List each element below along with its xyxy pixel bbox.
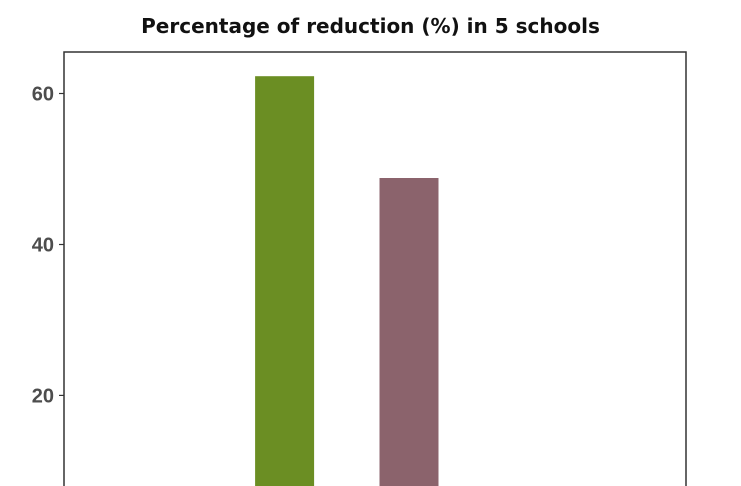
plot-frame [63, 51, 687, 486]
bar-3 [379, 178, 439, 486]
bar-2 [255, 76, 315, 486]
y-tick-label-20: 20 [32, 385, 54, 407]
y-tick-label-60: 60 [32, 84, 54, 106]
chart-title: Percentage of reduction (%) in 5 schools [141, 14, 600, 38]
y-tick-label-40: 40 [32, 235, 54, 257]
